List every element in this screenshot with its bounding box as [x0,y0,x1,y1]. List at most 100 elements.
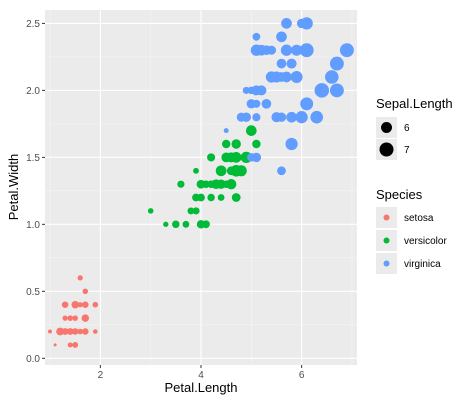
species-legend-label-versicolor: versicolor [404,236,447,247]
data-point-virginica [247,86,256,95]
data-point-versicolor [245,125,257,136]
data-point-setosa [48,329,52,334]
data-point-virginica [299,43,314,58]
data-point-versicolor [230,152,242,163]
data-point-versicolor [177,180,185,188]
size-legend-title: Sepal.Length [376,96,453,111]
data-point-virginica [276,31,287,43]
data-point-virginica [295,111,308,124]
data-point-versicolor [202,180,210,188]
data-point-virginica [290,71,303,83]
data-point-virginica [246,99,256,109]
data-point-virginica [252,32,261,41]
species-legend-key-versicolor [383,237,390,244]
data-point-virginica [300,97,314,111]
data-point-setosa [67,342,73,348]
data-point-virginica [242,86,250,94]
data-point-setosa [71,301,79,308]
data-point-setosa [61,301,69,308]
data-point-versicolor [231,139,241,149]
x-axis-ticks: 2 4 6 [98,365,305,381]
data-point-virginica [310,110,324,124]
data-point-virginica [285,137,298,151]
data-point-versicolor [207,153,216,162]
data-point-virginica [286,111,297,123]
data-point-setosa [67,315,73,321]
y-axis-ticks: 0.0 0.5 1.0 1.5 2.0 2.5 [26,19,45,365]
data-point-virginica [276,72,287,82]
data-point-versicolor [172,220,180,229]
data-point-setosa [57,328,63,335]
data-point-setosa [81,314,90,322]
species-legend-key-virginica [383,260,390,267]
y-axis-title: Petal.Width [6,154,21,220]
data-point-virginica [251,152,262,163]
data-point-setosa [77,302,83,308]
data-point-setosa [92,301,99,308]
species-legend-key-setosa [383,214,390,221]
data-point-setosa [72,341,79,348]
y-tick-label: 0.5 [26,287,40,298]
data-point-setosa [93,329,98,334]
data-point-virginica [291,44,303,56]
data-point-versicolor [197,193,205,202]
data-point-versicolor [215,165,227,176]
data-point-versicolor [182,220,190,228]
species-legend-title: Species [376,187,423,202]
x-tick-label: 4 [198,370,204,381]
data-point-virginica [256,85,267,96]
data-point-setosa [82,301,89,308]
x-tick-label: 6 [299,370,305,381]
size-legend-label-6: 6 [404,123,410,134]
data-point-virginica [252,113,261,122]
species-legend-label-setosa: setosa [404,213,434,224]
data-point-virginica [325,70,339,84]
size-legend-key-6 [381,122,392,133]
size-legend-label-7: 7 [404,145,410,156]
data-point-setosa [72,328,79,335]
data-point-versicolor [163,221,169,227]
data-point-virginica [256,44,267,56]
data-point-versicolor [221,139,231,149]
data-point-setosa [72,315,78,321]
x-axis-title: Petal.Length [164,380,237,395]
data-point-versicolor [222,154,230,161]
data-point-virginica [265,71,278,83]
y-tick-label: 2.5 [26,19,40,30]
data-point-virginica [271,112,282,123]
data-point-versicolor [226,166,236,176]
data-point-versicolor [192,207,200,215]
data-point-setosa [53,343,57,347]
data-point-versicolor [187,207,195,215]
data-point-virginica [266,45,277,55]
data-point-virginica [280,44,293,56]
data-point-versicolor [235,165,247,177]
size-legend-key-7 [379,142,394,157]
data-point-setosa [82,288,89,295]
data-point-virginica [329,83,344,98]
species-legend-label-virginica: virginica [404,259,441,270]
data-point-versicolor [207,193,215,202]
size-legend: Sepal.Length 6 7 [376,96,453,160]
data-point-virginica [281,18,292,29]
data-point-virginica [339,43,354,58]
data-point-setosa [82,328,89,335]
data-point-setosa [77,275,83,281]
data-point-virginica [329,56,344,71]
data-point-setosa [77,328,83,335]
data-points [48,17,354,348]
data-point-virginica [276,58,287,69]
data-point-versicolor [252,139,261,149]
data-point-versicolor [226,179,237,190]
data-point-virginica [237,112,246,122]
data-point-versicolor [193,167,199,174]
y-tick-label: 0.0 [26,354,40,365]
data-point-virginica [314,83,330,98]
data-point-setosa [67,328,73,335]
x-tick-label: 2 [98,370,104,381]
data-point-setosa [63,329,67,334]
data-point-virginica [223,128,229,134]
data-point-setosa [63,316,67,320]
data-point-versicolor [211,179,221,189]
